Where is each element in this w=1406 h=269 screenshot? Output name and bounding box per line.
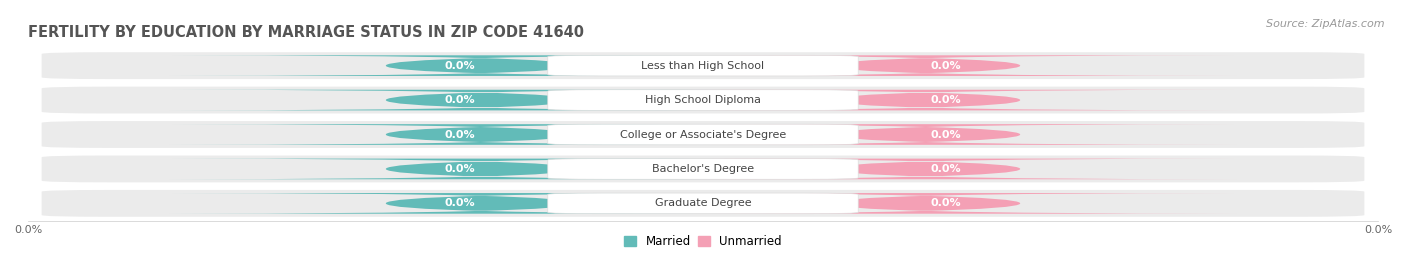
FancyBboxPatch shape <box>170 55 790 76</box>
FancyBboxPatch shape <box>42 52 1364 79</box>
FancyBboxPatch shape <box>170 90 790 110</box>
Text: Source: ZipAtlas.com: Source: ZipAtlas.com <box>1267 19 1385 29</box>
FancyBboxPatch shape <box>616 90 1236 110</box>
Text: 0.0%: 0.0% <box>444 61 475 71</box>
Text: 0.0%: 0.0% <box>444 164 475 174</box>
Text: FERTILITY BY EDUCATION BY MARRIAGE STATUS IN ZIP CODE 41640: FERTILITY BY EDUCATION BY MARRIAGE STATU… <box>28 25 583 40</box>
FancyBboxPatch shape <box>170 193 790 214</box>
FancyBboxPatch shape <box>548 193 858 214</box>
FancyBboxPatch shape <box>548 90 858 110</box>
FancyBboxPatch shape <box>170 124 790 145</box>
FancyBboxPatch shape <box>548 55 858 76</box>
FancyBboxPatch shape <box>42 190 1364 217</box>
Text: 0.0%: 0.0% <box>931 129 962 140</box>
Text: Less than High School: Less than High School <box>641 61 765 71</box>
Text: Bachelor's Degree: Bachelor's Degree <box>652 164 754 174</box>
Text: 0.0%: 0.0% <box>931 61 962 71</box>
FancyBboxPatch shape <box>616 193 1236 214</box>
FancyBboxPatch shape <box>42 121 1364 148</box>
FancyBboxPatch shape <box>548 159 858 179</box>
Text: 0.0%: 0.0% <box>931 164 962 174</box>
FancyBboxPatch shape <box>42 155 1364 182</box>
Text: 0.0%: 0.0% <box>444 129 475 140</box>
FancyBboxPatch shape <box>616 124 1236 145</box>
FancyBboxPatch shape <box>170 159 790 179</box>
FancyBboxPatch shape <box>42 87 1364 114</box>
FancyBboxPatch shape <box>548 124 858 145</box>
Text: 0.0%: 0.0% <box>931 95 962 105</box>
Text: 0.0%: 0.0% <box>931 198 962 208</box>
Text: College or Associate's Degree: College or Associate's Degree <box>620 129 786 140</box>
Legend: Married, Unmarried: Married, Unmarried <box>620 230 786 253</box>
Text: 0.0%: 0.0% <box>444 95 475 105</box>
Text: 0.0%: 0.0% <box>444 198 475 208</box>
Text: Graduate Degree: Graduate Degree <box>655 198 751 208</box>
FancyBboxPatch shape <box>616 159 1236 179</box>
FancyBboxPatch shape <box>616 55 1236 76</box>
Text: High School Diploma: High School Diploma <box>645 95 761 105</box>
